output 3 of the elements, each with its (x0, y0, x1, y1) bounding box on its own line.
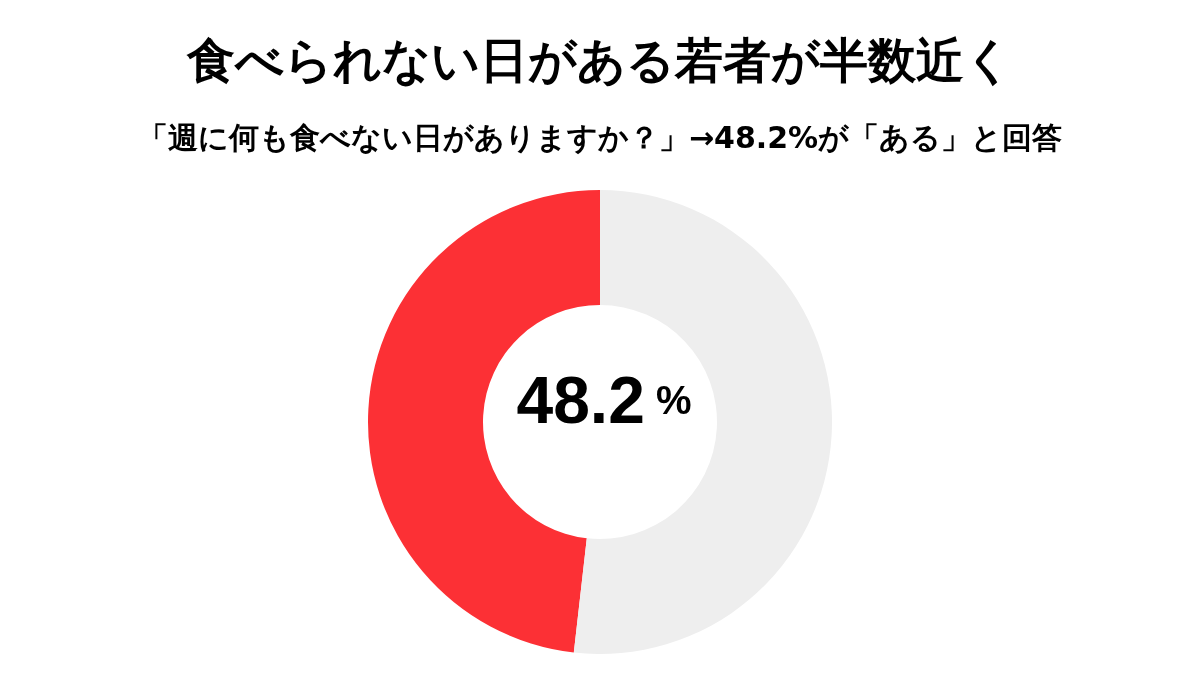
chart-subtitle: 「週に何も食べない日がありますか？」→48.2%が「ある」と回答 (136, 119, 1064, 157)
chart-title: 食べられない日がある若者が半数近く (186, 31, 1014, 90)
data-label: 48.2 % (516, 363, 692, 437)
